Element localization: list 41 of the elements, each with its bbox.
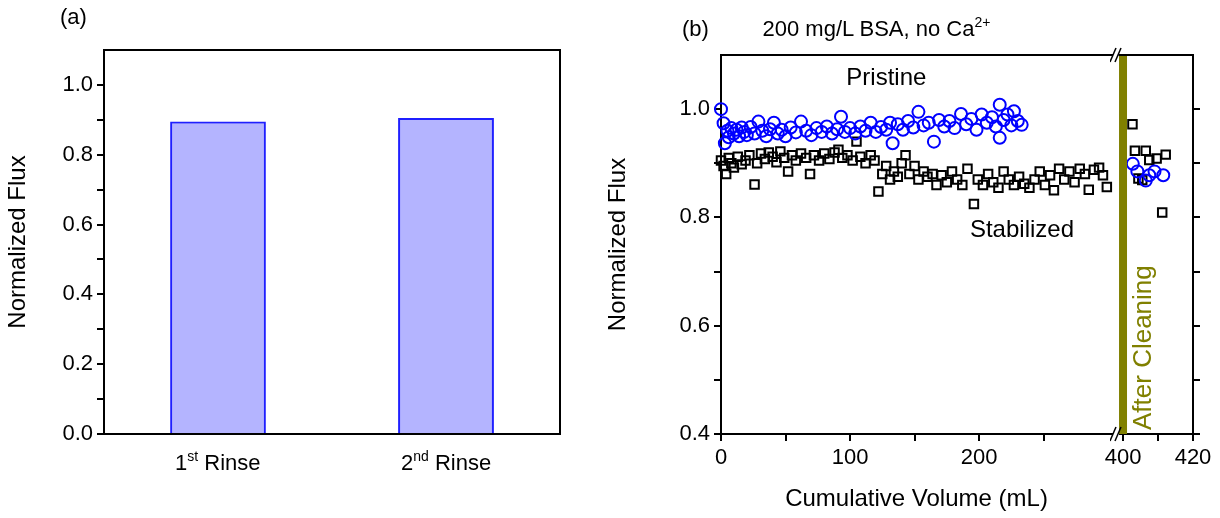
point [1160,149,1171,160]
point [1129,145,1141,157]
y-tick-label: 0.6 [62,210,93,236]
x-tick-label: 400 [1104,444,1142,470]
point [1133,173,1144,184]
point [1137,174,1148,186]
text: (a) [60,4,87,29]
point [1125,156,1140,171]
y-tick-label: 0.4 [679,420,710,446]
point [1147,164,1162,179]
y-tick-label: 1.0 [679,95,710,121]
x-tick-label: 200 [960,444,998,470]
point [1156,168,1171,183]
point [1144,154,1155,166]
y-tick-label: 0.2 [62,350,93,376]
series-label: Pristine [846,63,927,91]
y-tick-label: 0.4 [62,280,93,306]
x-tick-label: 100 [831,444,869,470]
y-tick-label: 0.8 [62,140,93,166]
series-label: Stabilized [969,214,1074,242]
point [1142,168,1157,183]
chart-title: 200 mg/L BSA, no Ca$^{2+}$ [762,14,991,41]
point [1130,164,1145,179]
point [1156,207,1168,218]
point [1138,173,1153,188]
point [1127,119,1138,130]
x-tick-label: 420 [1174,444,1212,470]
y-tick-label: 0.0 [62,420,93,446]
x-axis-title: Cumulative Volume (mL) [785,484,1048,512]
x-tick-label: 1$^{st}$ Rinse [175,448,261,475]
point [1151,153,1162,164]
y-tick-label: 1.0 [62,70,93,96]
point [1140,145,1152,157]
text: (b) [682,16,709,41]
ref-line-label: After Cleaning [1127,265,1158,430]
y-axis-title: Normalized Flux [3,155,31,329]
y-axis-title: Normalized Flux [603,157,631,332]
x-tick-label: 0 [714,444,728,470]
x-tick-label: 2$^{nd}$ Rinse [401,448,492,475]
y-tick-label: 0.6 [679,311,710,337]
y-tick-label: 0.8 [679,203,710,229]
